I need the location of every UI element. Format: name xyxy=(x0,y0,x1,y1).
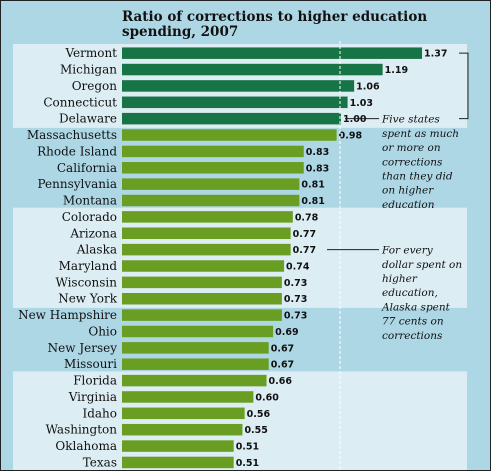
annotation-text: corrections xyxy=(382,156,443,168)
bar xyxy=(122,374,267,387)
category-label: Ohio xyxy=(88,324,117,338)
value-label: 0.55 xyxy=(244,425,267,436)
bar xyxy=(122,162,304,174)
annotation-text: corrections xyxy=(382,330,443,342)
category-label: Oregon xyxy=(72,79,118,93)
bar xyxy=(122,456,234,469)
value-label: 1.00 xyxy=(343,114,367,125)
value-label: 0.81 xyxy=(301,180,324,191)
bar xyxy=(122,358,269,370)
bar xyxy=(122,211,293,223)
chart-title-line-1: Ratio of corrections to higher education xyxy=(122,9,427,25)
category-label: New York xyxy=(58,292,118,306)
category-label: Alaska xyxy=(76,243,117,257)
category-label: Washington xyxy=(46,423,118,437)
value-label: 1.19 xyxy=(385,65,408,76)
chart-title-line-2: spending, 2007 xyxy=(122,24,238,40)
value-label: 1.03 xyxy=(350,98,373,109)
category-label: Michigan xyxy=(60,63,117,77)
bar xyxy=(122,178,300,190)
category-label: Wisconsin xyxy=(55,275,117,289)
category-label: California xyxy=(57,161,117,175)
annotation-text: spent as much xyxy=(382,128,459,140)
category-label: Missouri xyxy=(64,357,117,371)
bar xyxy=(122,407,245,420)
bar xyxy=(122,96,348,109)
row-band-2 xyxy=(13,207,467,308)
value-label: 0.51 xyxy=(236,458,259,469)
value-label: 0.66 xyxy=(269,376,293,387)
value-label: 0.67 xyxy=(271,343,294,354)
annotation-text: education xyxy=(382,199,435,211)
annotation-text: education, xyxy=(382,287,438,299)
annotation-text: on higher xyxy=(382,185,434,197)
value-label: 0.78 xyxy=(295,212,319,223)
bar xyxy=(122,260,285,272)
value-label: 0.73 xyxy=(284,294,307,305)
category-label: New Hampshire xyxy=(18,308,117,322)
value-label: 0.77 xyxy=(293,229,316,240)
category-label: Virginia xyxy=(68,390,117,404)
bar xyxy=(122,342,269,354)
category-label: Florida xyxy=(73,374,117,388)
annotation-bracket xyxy=(459,52,469,120)
category-label: Delaware xyxy=(59,112,117,126)
annotation-text: than they did xyxy=(382,170,453,182)
value-label: 0.74 xyxy=(286,261,310,272)
bar xyxy=(122,292,282,305)
annotation-text: higher xyxy=(382,273,418,285)
bar xyxy=(122,243,291,256)
category-label: Texas xyxy=(83,455,117,469)
value-label: 0.60 xyxy=(255,392,279,403)
annotation-text: dollar spent on xyxy=(382,259,462,271)
category-label: Massachusetts xyxy=(27,128,117,142)
bar xyxy=(122,440,234,452)
category-label: Montana xyxy=(63,194,117,208)
bar xyxy=(122,309,282,321)
value-label: 0.51 xyxy=(236,442,259,453)
value-label: 0.73 xyxy=(284,311,307,322)
bar xyxy=(122,47,423,59)
bar xyxy=(122,325,274,338)
category-label: Idaho xyxy=(82,406,117,420)
bar xyxy=(122,112,341,125)
bar xyxy=(122,227,291,240)
category-label: New Jersey xyxy=(48,341,118,355)
bar xyxy=(122,194,300,207)
category-label: Oklahoma xyxy=(55,439,117,453)
bar xyxy=(122,63,383,76)
category-label: Vermont xyxy=(64,46,117,60)
category-label: Rhode Island xyxy=(37,144,117,158)
value-label: 0.81 xyxy=(301,196,324,207)
value-label: 0.69 xyxy=(275,327,298,338)
bar xyxy=(122,423,243,436)
category-label: Pennsylvania xyxy=(37,177,117,191)
value-label: 0.67 xyxy=(271,360,294,371)
bar xyxy=(122,80,355,92)
value-label: 0.83 xyxy=(306,147,329,158)
annotation-text: 77 cents on xyxy=(382,316,444,328)
bar xyxy=(122,129,337,141)
annotation-text: For every xyxy=(381,245,434,257)
value-label: 0.83 xyxy=(306,163,329,174)
annotation-text: Five states xyxy=(381,114,440,126)
value-label: 0.56 xyxy=(247,409,271,420)
bar xyxy=(122,145,304,158)
value-label: 0.73 xyxy=(284,278,307,289)
category-label: Maryland xyxy=(59,259,118,273)
bar xyxy=(122,391,254,403)
value-label: 0.98 xyxy=(339,131,363,142)
value-label: 1.06 xyxy=(356,81,380,92)
value-label: 1.37 xyxy=(424,49,447,60)
annotation-text: Alaska spent xyxy=(381,301,451,313)
category-label: Connecticut xyxy=(43,95,117,109)
bar xyxy=(122,276,282,289)
value-label: 0.77 xyxy=(293,245,316,256)
category-label: Arizona xyxy=(69,226,117,240)
row-band-3 xyxy=(13,371,467,470)
annotation-text: or more on xyxy=(382,142,441,154)
category-label: Colorado xyxy=(62,210,117,224)
